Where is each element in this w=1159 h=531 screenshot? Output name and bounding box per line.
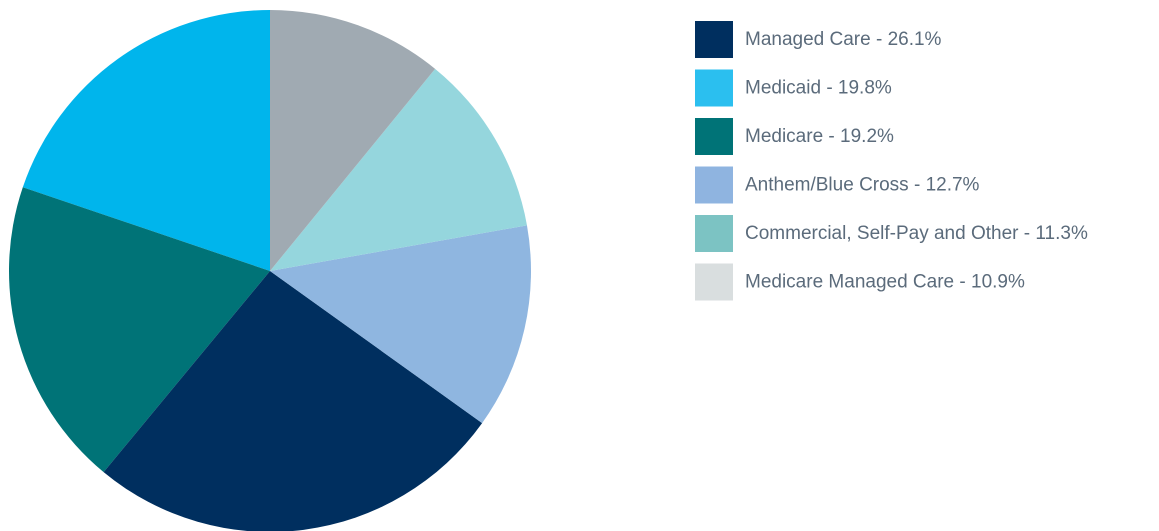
legend-label: Medicaid - 19.8% [745,78,892,99]
legend-swatch [695,215,733,252]
legend-swatch [695,69,733,107]
legend-label: Medicare - 19.2% [745,126,894,147]
pie-slice [103,271,483,531]
legend-swatch [695,118,733,155]
legend-swatch [695,21,733,58]
pie-slice [22,10,270,271]
legend-label: Medicare Managed Care - 10.9% [745,272,1025,293]
pie-slice [270,225,531,424]
legend-swatch [695,166,733,204]
legend-label: Commercial, Self-Pay and Other - 11.3% [745,223,1088,244]
legend-swatch [695,263,733,301]
pie-slice [270,10,436,271]
legend-label: Managed Care - 26.1% [745,29,942,50]
pie-slice [9,187,271,473]
pie-slice [270,68,527,271]
legend-label: Anthem/Blue Cross - 12.7% [745,175,980,196]
